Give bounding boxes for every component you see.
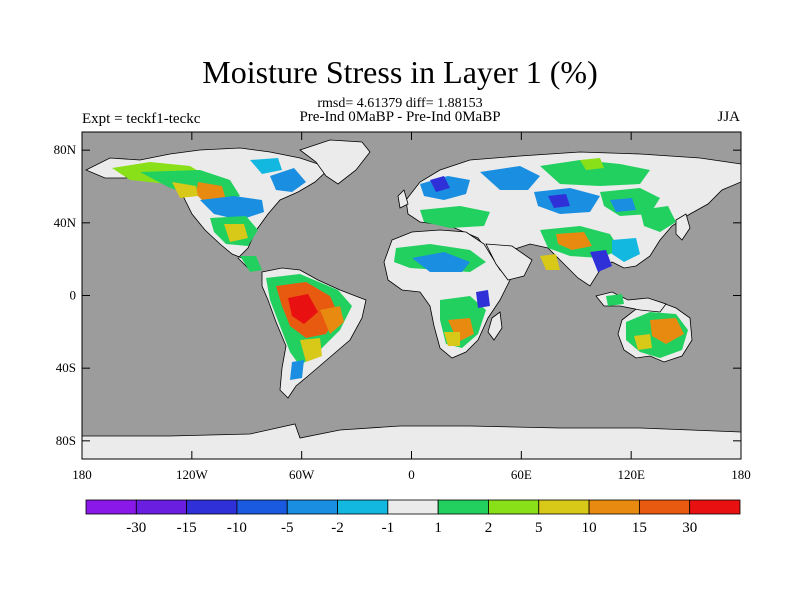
colorbar-swatch (186, 499, 238, 515)
lat-tick-label: 0 (70, 288, 77, 303)
lon-tick-label: 60W (289, 467, 315, 482)
lon-tick-label: 180 (731, 467, 751, 482)
colorbar-swatch (638, 499, 691, 515)
madagascar-landmass (487, 311, 503, 341)
colorbar-label: -5 (281, 520, 294, 536)
colorbar-label: -1 (382, 520, 395, 536)
colorbar-label: 15 (632, 520, 647, 536)
japan-islands (675, 213, 691, 241)
lon-tick-label: 120E (617, 467, 645, 482)
british-isles (397, 189, 409, 209)
colorbar-label: 5 (535, 520, 543, 536)
colorbar-swatch (236, 499, 288, 515)
colorbar-swatch (135, 499, 188, 515)
colorbar-label: 2 (485, 520, 493, 536)
colorbar-swatch (387, 499, 439, 515)
axis-ticks: 80N 40N 0 40S 80S 180 120W 60W 0 60E 120E 180 (54, 132, 751, 482)
colorbar-swatch (538, 499, 590, 515)
colorbar-swatch (689, 499, 741, 515)
lon-tick-label: 120W (176, 467, 209, 482)
colorbar-swatch (488, 499, 540, 515)
plot-title: Moisture Stress in Layer 1 (%) (202, 54, 598, 90)
lat-tick-label: 40N (54, 215, 77, 230)
lon-tick-label: 0 (408, 467, 415, 482)
greenland-landmass (299, 139, 371, 185)
colorbar-swatch (286, 499, 338, 515)
colorbar-swatch (588, 499, 640, 515)
colorbar-label: -15 (177, 520, 197, 536)
lat-tick-label: 80S (56, 433, 76, 448)
anomaly-patches (112, 158, 688, 380)
experiment-label: Expt = teckf1-teckc (82, 111, 201, 127)
arabia-landmass (485, 243, 533, 281)
eurasia-landmass (405, 151, 741, 287)
season-label: JJA (717, 109, 740, 125)
map-canvas (82, 132, 741, 459)
colorbar-label: -2 (331, 520, 344, 536)
lon-tick-label: 180 (72, 467, 92, 482)
colorbar-label: -10 (227, 520, 247, 536)
antarctica-landmass (82, 423, 741, 459)
colorbar-label: 10 (582, 520, 597, 536)
colorbar-swatch (85, 499, 137, 515)
lat-tick-label: 40S (56, 360, 76, 375)
comparison-subtitle: Pre-Ind 0MaBP - Pre-Ind 0MaBP (299, 109, 501, 125)
lon-tick-label: 60E (511, 467, 532, 482)
colorbar-label: 30 (682, 520, 697, 536)
colorbar-label: -30 (126, 520, 146, 536)
colorbar: -30 -15 -10 -5 -2 -1 1 2 5 10 15 30 (85, 499, 741, 536)
rmsd-diff-stats: rmsd= 4.61379 diff= 1.88153 (317, 96, 483, 111)
colorbar-swatch (437, 499, 489, 515)
colorbar-label: 1 (434, 520, 442, 536)
lat-tick-label: 80N (54, 142, 77, 157)
colorbar-swatch (337, 499, 389, 515)
